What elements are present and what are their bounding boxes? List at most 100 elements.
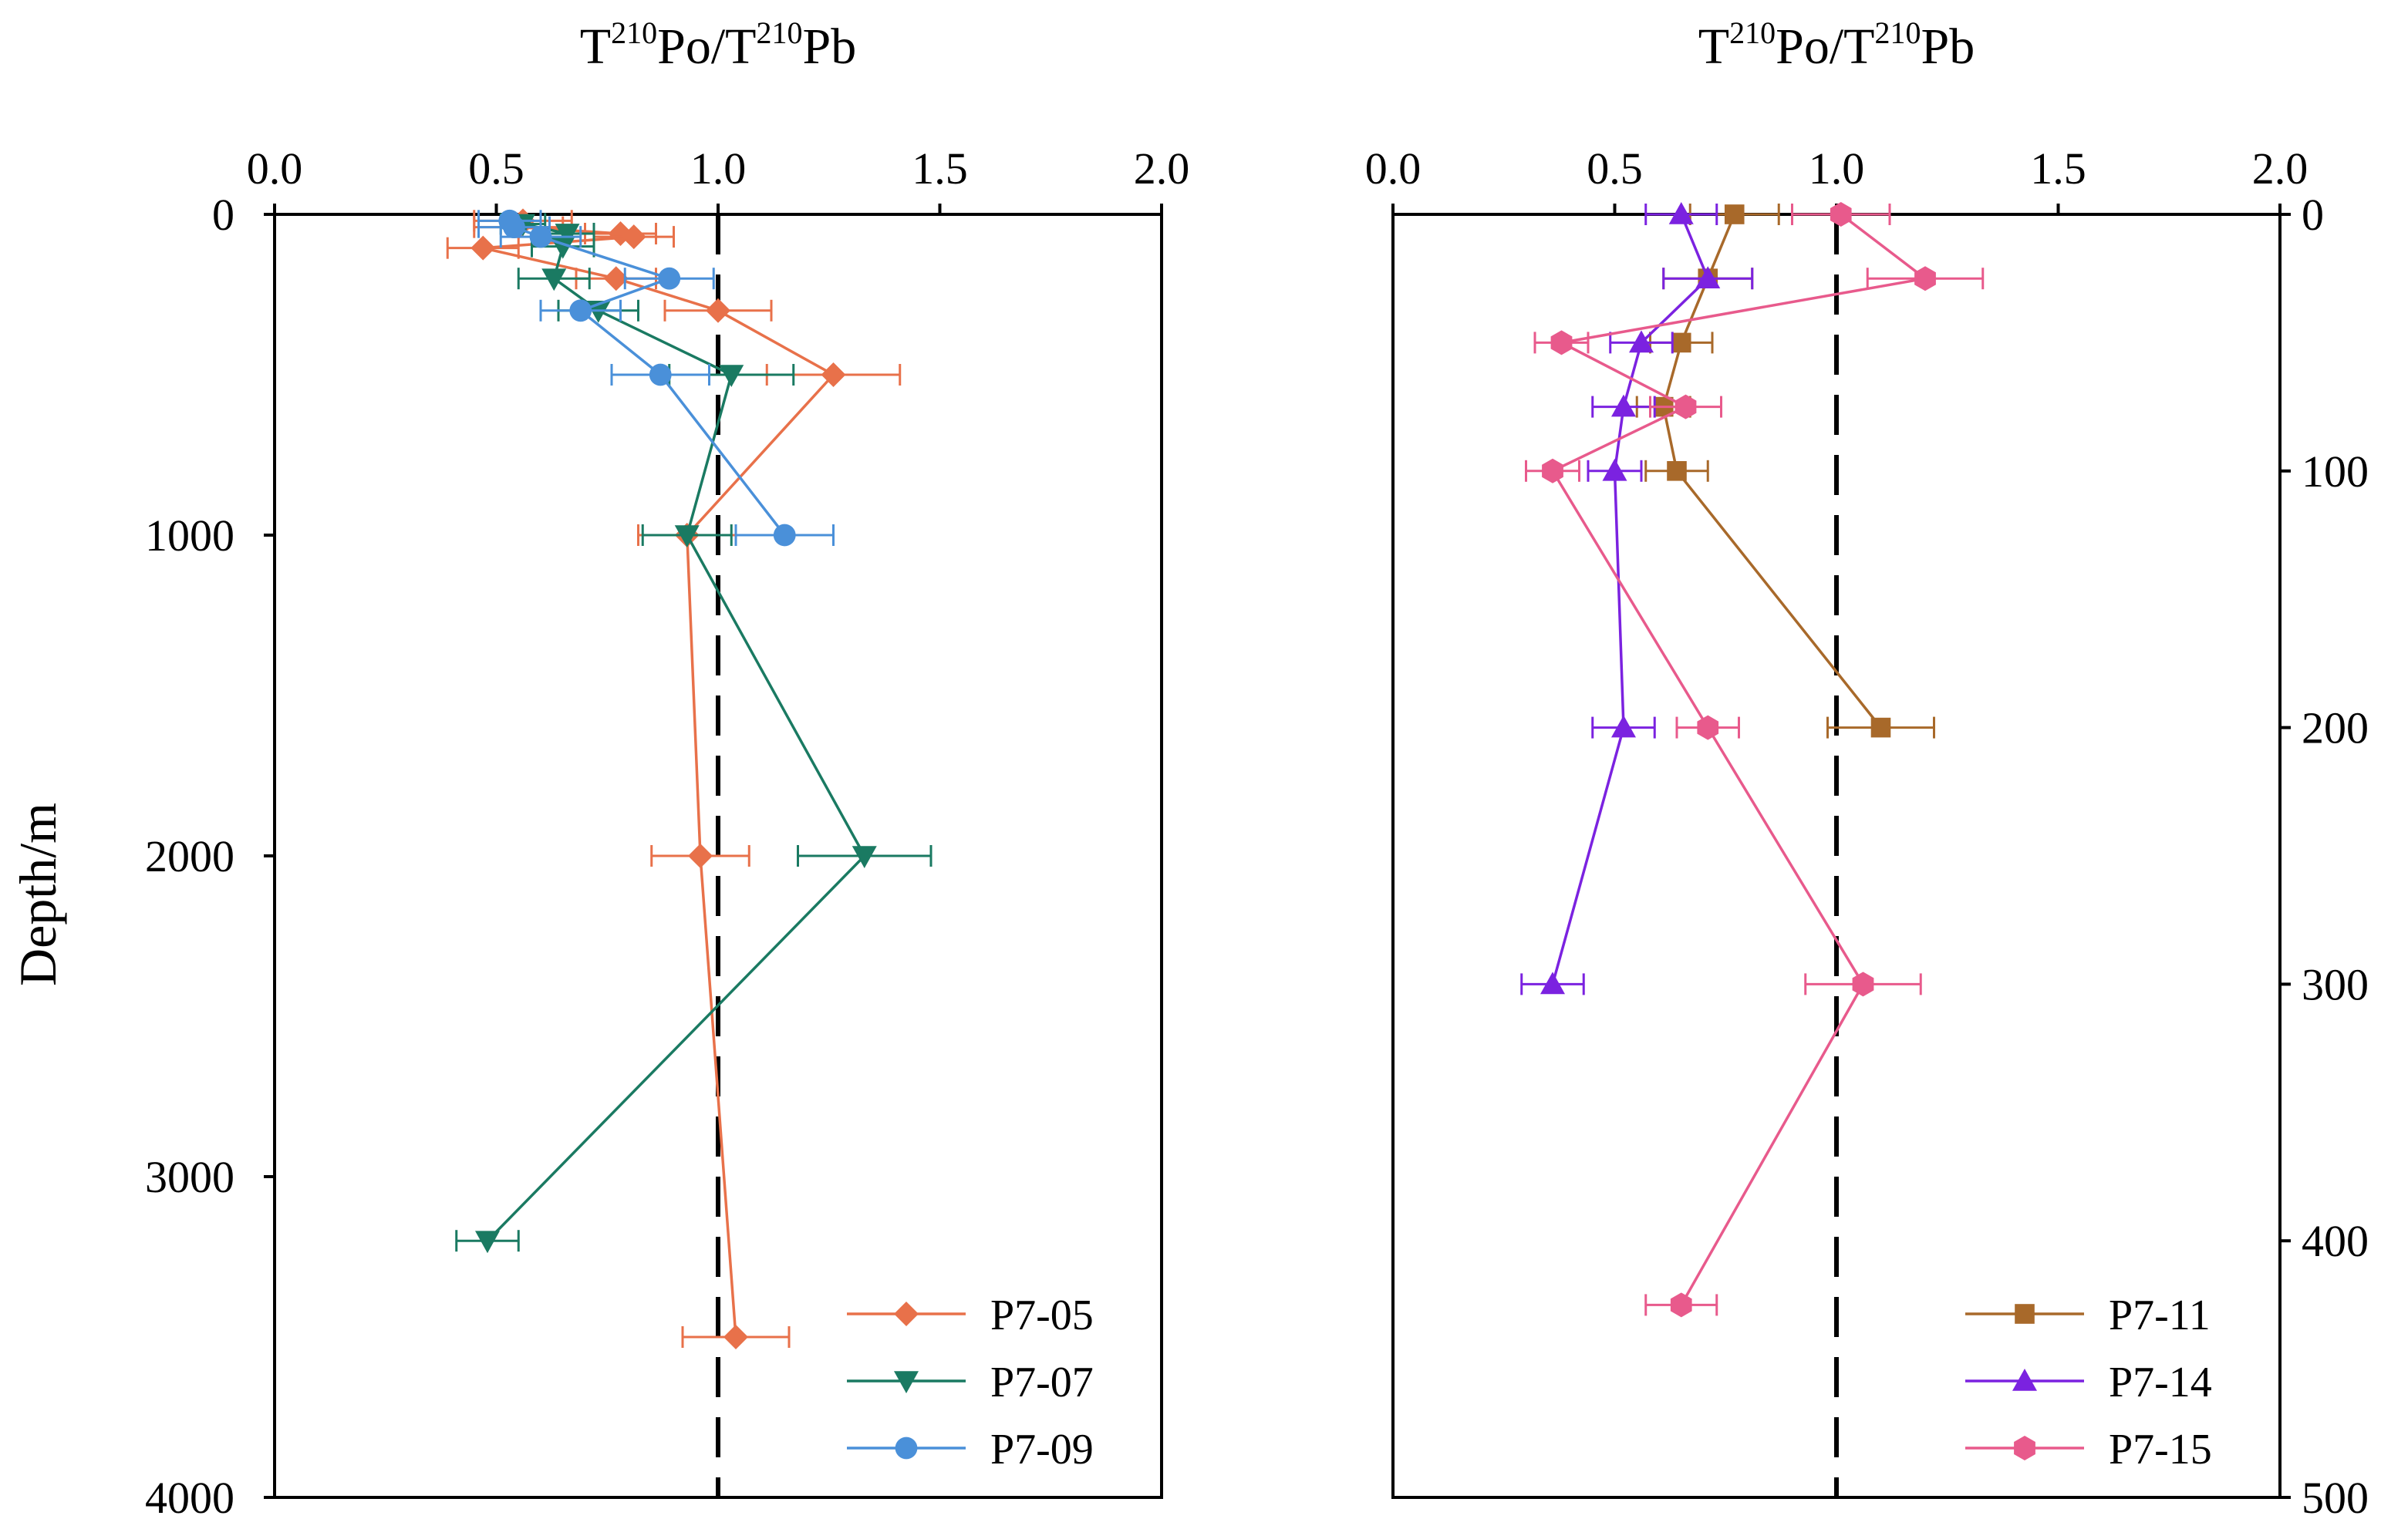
legend-label: P7-05 [990, 1292, 1094, 1339]
series-P7-07 [455, 213, 933, 1254]
legend-label: P7-15 [2109, 1426, 2212, 1474]
series-P7-14 [1520, 202, 1754, 995]
data-point [821, 362, 846, 387]
x-tick-label: 1.5 [2030, 143, 2086, 194]
y-tick-label: 2000 [145, 831, 234, 881]
data-point [1870, 717, 1891, 738]
x-tick-label: 0.5 [1587, 143, 1643, 194]
x-tick-label: 0.0 [1365, 143, 1422, 194]
y-tick-label: 4000 [145, 1473, 234, 1519]
data-point [503, 216, 525, 239]
legend-label: P7-11 [2109, 1292, 2211, 1339]
series-P7-09 [477, 209, 835, 547]
legend-marker [894, 1371, 919, 1393]
series-line [508, 220, 786, 537]
data-point [674, 525, 700, 547]
legend-item-P7-09: P7-09 [847, 1426, 1094, 1474]
legend-item-P7-07: P7-07 [847, 1359, 1094, 1406]
y-tick-label: 400 [2302, 1216, 2369, 1266]
data-point [1550, 330, 1573, 355]
data-point [1671, 332, 1691, 353]
data-point [773, 524, 796, 547]
legend-item-P7-05: P7-05 [847, 1292, 1094, 1339]
data-point [688, 844, 713, 868]
data-point [1602, 458, 1627, 481]
title-part-sup1: 210 [1729, 15, 1776, 50]
data-point [1852, 972, 1874, 997]
data-point [1724, 204, 1745, 224]
y-tick-label: 100 [2302, 446, 2369, 497]
data-point [1540, 972, 1565, 995]
data-point [1674, 394, 1697, 419]
y-tick-label: 1000 [145, 510, 234, 561]
series-line [1662, 214, 1882, 729]
x-tick-label: 2.0 [2252, 143, 2309, 194]
title-part-prefix: T [580, 19, 611, 75]
legend-item-P7-15: P7-15 [1965, 1426, 2212, 1474]
data-point [1629, 330, 1654, 353]
title-part-sup2: 210 [1874, 15, 1921, 50]
data-point [1670, 1292, 1692, 1318]
data-point [1697, 715, 1719, 740]
y-axis-label: Depth/m [8, 803, 67, 986]
y-tick-label: 300 [2302, 959, 2369, 1009]
x-tick-label: 1.5 [912, 143, 968, 194]
data-point [1695, 266, 1721, 288]
legend-marker [894, 1302, 919, 1326]
y-tick-label: 3000 [145, 1152, 234, 1202]
y-tick-label: 0 [2302, 190, 2324, 240]
legend-item-P7-11: P7-11 [1965, 1292, 2211, 1339]
data-point [603, 266, 629, 291]
data-point [723, 1325, 748, 1349]
x-tick-label: 1.0 [690, 143, 747, 194]
data-point [1914, 266, 1936, 291]
data-point [1667, 461, 1687, 481]
data-point [555, 224, 580, 246]
x-tick-label: 1.0 [1809, 143, 1865, 194]
y-tick-label: 200 [2302, 703, 2369, 753]
y-tick-label: 500 [2302, 1473, 2369, 1519]
data-point [1830, 202, 1852, 227]
series-P7-15 [1525, 202, 1985, 1318]
legend-marker [2012, 1369, 2037, 1391]
title-part-sup1: 210 [611, 15, 657, 50]
data-point [529, 225, 552, 248]
title-part-prefix: T [1698, 19, 1729, 75]
data-point [719, 365, 744, 387]
data-point [649, 363, 672, 386]
data-point [1611, 715, 1636, 738]
legend-label: P7-07 [990, 1359, 1094, 1406]
series-line [1550, 213, 1929, 1306]
data-point [470, 235, 496, 261]
y-tick-label: 0 [212, 190, 234, 240]
x-tick-label: 0.0 [247, 143, 303, 194]
data-point [658, 267, 681, 290]
title-part-suffix: Pb [1921, 19, 1975, 75]
series-P7-05 [446, 208, 902, 1349]
legend-marker [2014, 1436, 2035, 1460]
legend-marker [2015, 1304, 2035, 1324]
data-point [706, 298, 730, 323]
data-point [852, 846, 877, 868]
title-part-suffix: Pb [802, 19, 856, 75]
data-point [621, 224, 646, 250]
chart-title: T210Po/T210Pb [1698, 15, 1975, 75]
title-part-mid: Po/T [657, 19, 756, 75]
series-line [482, 220, 836, 1338]
legend-marker [895, 1436, 918, 1460]
x-tick-label: 0.5 [468, 143, 524, 194]
data-point [569, 299, 592, 322]
panel-left: 0.0 0.5 1.0 1.5 2.001000200030004000T210Po/T… [8, 15, 1189, 1519]
data-point [1668, 202, 1694, 224]
legend-label: P7-09 [990, 1426, 1094, 1474]
data-point [541, 268, 567, 291]
title-part-sup2: 210 [756, 15, 802, 50]
chart-title: T210Po/T210Pb [580, 15, 856, 75]
data-point [1542, 458, 1563, 483]
series-line [486, 222, 866, 1242]
panel-right: 0.0 0.5 1.0 1.5 2.00100200300400500T210Po/T2… [1365, 15, 2369, 1519]
title-part-mid: Po/T [1776, 19, 1874, 75]
data-point [475, 1231, 500, 1254]
legend-label: P7-14 [2109, 1359, 2212, 1406]
